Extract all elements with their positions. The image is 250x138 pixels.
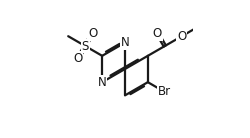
Text: O: O [73,52,82,65]
Text: O: O [177,30,186,43]
Text: S: S [82,39,89,53]
Text: O: O [153,27,162,40]
Text: N: N [98,76,106,89]
Text: Br: Br [158,85,172,99]
Text: N: N [121,36,130,49]
Text: O: O [88,27,97,40]
